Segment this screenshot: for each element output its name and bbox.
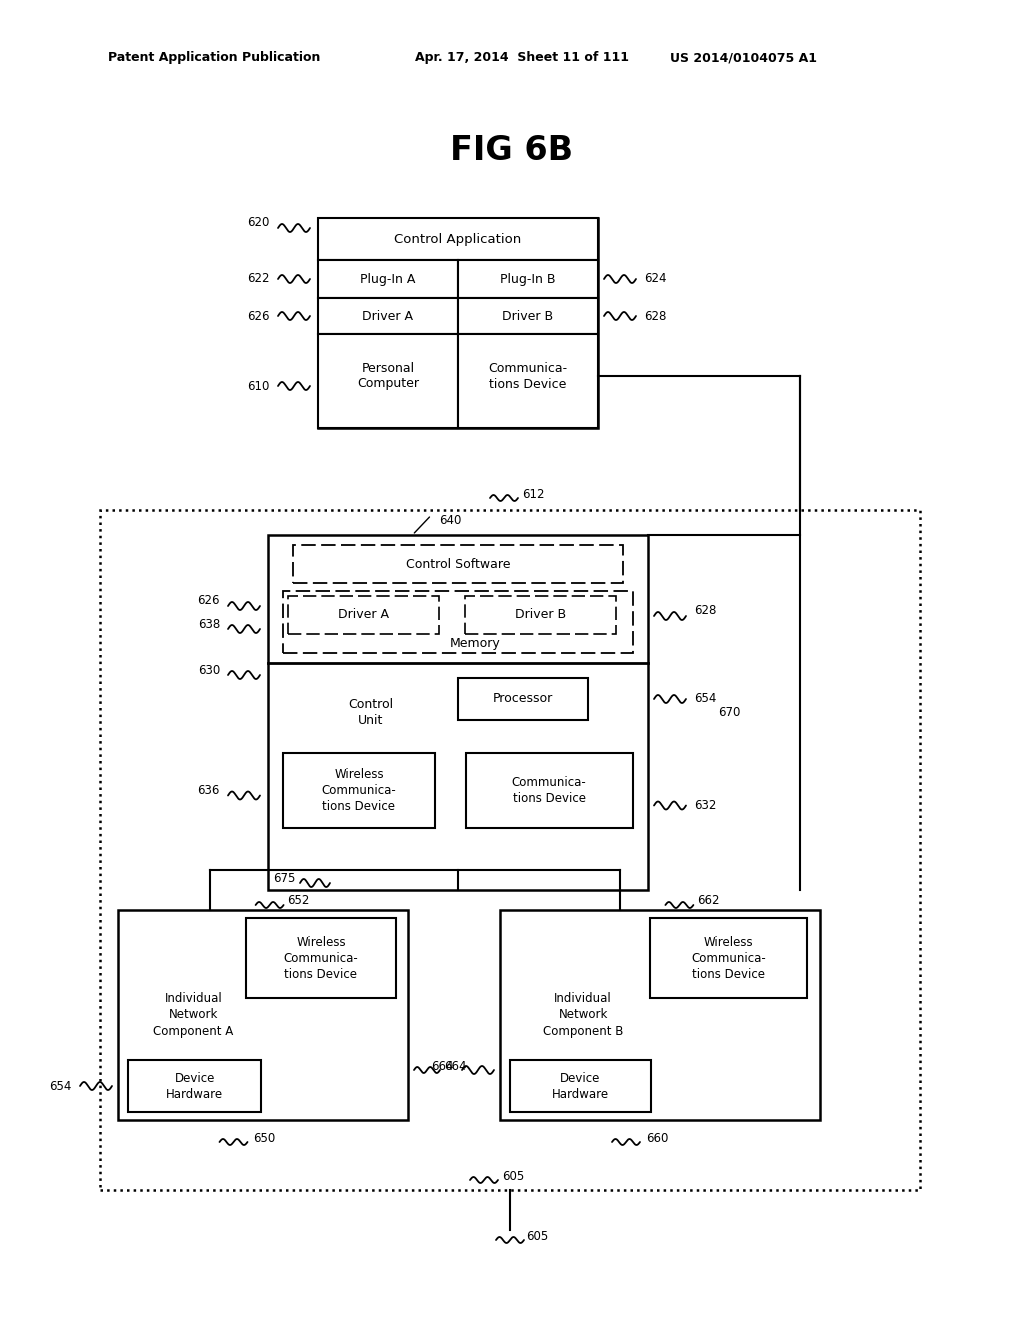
Bar <box>318 334 458 428</box>
Text: Device
Hardware: Device Hardware <box>552 1072 609 1101</box>
Text: Driver B: Driver B <box>503 309 554 322</box>
Text: 624: 624 <box>644 272 667 285</box>
Text: 632: 632 <box>694 799 717 812</box>
Bar <box>118 909 408 1119</box>
Text: 652: 652 <box>288 894 310 907</box>
Bar <box>465 597 615 634</box>
Bar <box>318 218 598 260</box>
Text: 654: 654 <box>694 693 717 705</box>
Text: 605: 605 <box>502 1170 524 1183</box>
Bar <box>288 597 438 634</box>
Bar <box>458 678 588 719</box>
Text: 670: 670 <box>718 706 740 719</box>
Text: 660: 660 <box>646 1131 669 1144</box>
Text: Plug-In A: Plug-In A <box>360 272 416 285</box>
Text: 605: 605 <box>526 1229 548 1242</box>
Bar <box>458 260 598 298</box>
Text: Control Software: Control Software <box>406 557 510 570</box>
Text: 675: 675 <box>272 873 295 886</box>
Text: 630: 630 <box>198 664 220 676</box>
Bar <box>283 591 633 653</box>
Bar <box>283 752 435 828</box>
Bar <box>246 917 396 998</box>
Text: 638: 638 <box>198 618 220 631</box>
Bar <box>458 334 598 428</box>
Text: 640: 640 <box>439 513 462 527</box>
Text: Wireless
Communica-
tions Device: Wireless Communica- tions Device <box>284 936 358 981</box>
Text: Individual
Network
Component B: Individual Network Component B <box>543 993 624 1038</box>
Bar <box>318 218 598 428</box>
Bar <box>128 1060 261 1111</box>
Bar <box>466 752 633 828</box>
Text: Device
Hardware: Device Hardware <box>166 1072 223 1101</box>
Bar <box>458 298 598 334</box>
Bar <box>293 545 623 583</box>
Text: 650: 650 <box>254 1131 275 1144</box>
Text: Wireless
Communica-
tions Device: Wireless Communica- tions Device <box>691 936 766 981</box>
Text: 628: 628 <box>694 605 717 618</box>
Bar <box>318 260 458 298</box>
Text: 610: 610 <box>248 380 270 392</box>
Text: Plug-In B: Plug-In B <box>501 272 556 285</box>
Text: Communica-
tions Device: Communica- tions Device <box>512 776 587 805</box>
Text: Control
Unit: Control Unit <box>348 698 393 727</box>
Text: 664: 664 <box>431 1060 454 1072</box>
Bar <box>318 298 458 334</box>
Text: 662: 662 <box>697 894 720 907</box>
Text: 626: 626 <box>198 594 220 607</box>
Text: US 2014/0104075 A1: US 2014/0104075 A1 <box>670 51 817 65</box>
Text: Processor: Processor <box>493 693 553 705</box>
Text: Driver A: Driver A <box>362 309 414 322</box>
Text: 636: 636 <box>198 784 220 797</box>
Bar <box>268 535 648 890</box>
Text: Driver B: Driver B <box>515 609 566 622</box>
Text: 622: 622 <box>248 272 270 285</box>
Text: 626: 626 <box>248 309 270 322</box>
Text: FIG 6B: FIG 6B <box>451 133 573 166</box>
Bar <box>510 1060 651 1111</box>
Text: 612: 612 <box>522 487 545 500</box>
Text: 620: 620 <box>248 216 270 230</box>
Bar <box>500 909 820 1119</box>
Text: 654: 654 <box>49 1080 72 1093</box>
Text: Driver A: Driver A <box>338 609 389 622</box>
Text: 664: 664 <box>444 1060 467 1072</box>
Bar <box>100 510 920 1191</box>
Text: Individual
Network
Component A: Individual Network Component A <box>154 993 233 1038</box>
Text: Patent Application Publication: Patent Application Publication <box>108 51 321 65</box>
Text: Wireless
Communica-
tions Device: Wireless Communica- tions Device <box>322 768 396 813</box>
Text: Control Application: Control Application <box>394 232 521 246</box>
Text: Apr. 17, 2014  Sheet 11 of 111: Apr. 17, 2014 Sheet 11 of 111 <box>415 51 629 65</box>
Text: Communica-
tions Device: Communica- tions Device <box>488 362 567 391</box>
Text: Personal
Computer: Personal Computer <box>357 362 419 391</box>
Text: Memory: Memory <box>451 636 501 649</box>
Text: 628: 628 <box>644 309 667 322</box>
Bar <box>650 917 807 998</box>
